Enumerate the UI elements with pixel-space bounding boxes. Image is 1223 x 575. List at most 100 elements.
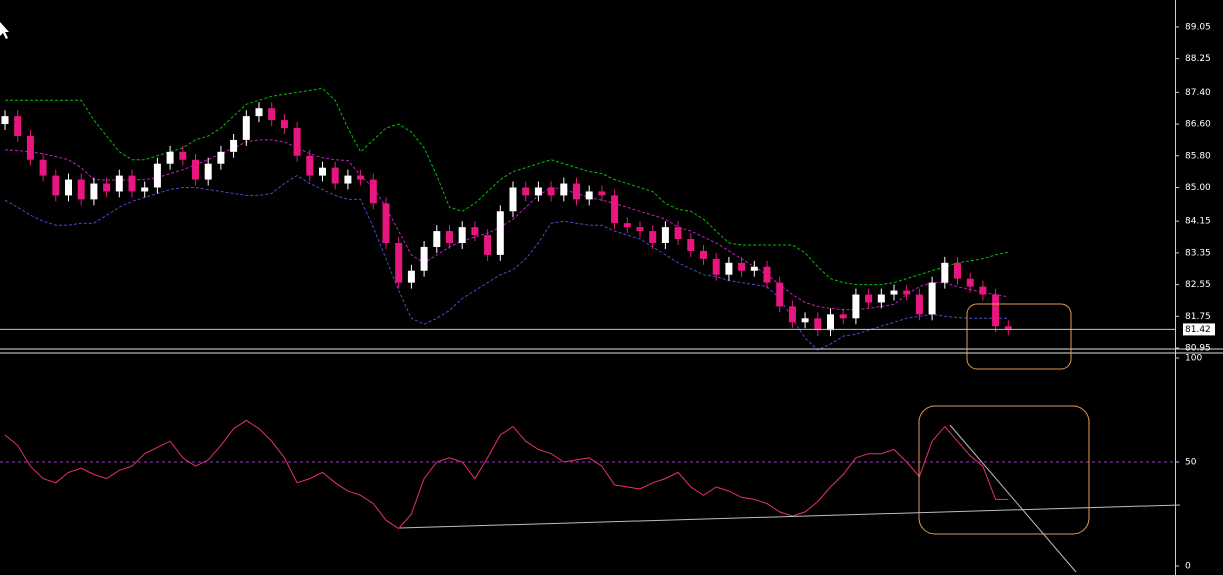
rsi-tick-label: 50 [1185,458,1197,468]
y-tick-label: 81.75 [1185,312,1211,322]
candle-body [204,163,212,180]
candle-body [103,183,111,192]
candle-body [90,183,98,200]
y-tick-label: 83.35 [1185,248,1211,258]
trendline [949,424,1077,573]
candle-body [407,270,415,283]
candle-body [433,231,441,247]
y-tick-label: 85.80 [1185,151,1211,161]
candle-body [776,282,784,307]
candle-body [382,203,390,243]
candle-body [458,227,466,243]
y-tick-label: 84.15 [1185,217,1211,227]
candle-body [166,151,174,164]
candle-body [954,262,961,279]
rsi-line [4,419,1009,530]
last-price-label: 81.42 [1185,325,1211,335]
last-price-box [1183,323,1215,336]
candle-body [369,179,377,204]
candle-body [903,290,911,295]
candle-body [788,306,796,323]
candle-body [877,294,885,303]
candle-body [573,183,580,200]
candle-body [357,175,365,180]
candle-body [242,116,250,140]
candle-body [509,187,517,212]
y-tick-label: 80.95 [1185,344,1211,354]
bollinger-band [4,139,1009,311]
candle-body [115,175,123,192]
candle-body [890,290,898,295]
candle-body [446,231,453,243]
candle-body [839,314,847,319]
candle-body [534,187,542,196]
candle-body [280,120,288,129]
candle-body [915,294,923,315]
candle-body [750,266,758,271]
candle-body [471,227,479,236]
candle-body [268,108,276,121]
candle-body [738,262,746,271]
y-tick-label: 87.40 [1185,88,1211,98]
rsi-tick-label: 100 [1185,354,1202,364]
plot [0,87,1175,530]
candle-body [153,163,161,188]
rsi-tick-label: 0 [1185,562,1191,572]
candle-body [560,183,568,196]
candle-body [319,167,326,176]
candle-body [585,191,593,200]
candle-body [179,151,187,160]
candle-body [128,175,136,192]
candle-body [217,151,225,164]
candle-body [77,179,85,200]
candle-body [725,262,733,275]
highlight-box [966,303,1072,370]
candle-body [674,227,682,240]
candle-body [306,155,314,176]
y-tick-label: 85.00 [1185,183,1211,193]
candle-body [26,135,34,160]
candle-body [484,235,492,255]
candle-body [547,187,555,196]
candle-body [420,246,428,271]
candle-body [65,179,72,196]
bollinger-band [5,87,1009,286]
candle-body [979,286,987,295]
candle-body [687,239,695,251]
candle-body [141,187,149,192]
candle-body [649,231,657,243]
candle-body [395,242,403,283]
candle-body [661,227,669,243]
candle-body [928,282,936,315]
candle-body [1004,326,1012,330]
y-tick-label: 86.60 [1185,120,1211,130]
highlight-box [918,405,1090,535]
y-tick-label: 82.55 [1185,280,1211,290]
candle-body [496,211,504,255]
candle-body [636,227,644,232]
candle-body [712,258,720,275]
candle-body [1,116,9,125]
candle-body [331,167,339,184]
candle-body [966,278,974,287]
candle-body [192,159,199,180]
candle-body [814,318,822,331]
candle-body [623,223,631,228]
y-tick-label: 88.25 [1185,54,1211,64]
candle-body [39,159,47,176]
candle-body [522,187,530,196]
candle-body [801,318,809,323]
y-tick-label: 89.05 [1185,22,1211,32]
candle-body [52,175,60,196]
candle-body [230,139,238,152]
cursor [0,22,9,39]
candle-body [941,262,949,283]
candle-body [852,294,860,319]
candle-body [865,294,873,303]
candle-body [763,266,771,283]
bollinger-band [4,175,1009,351]
candle-body [293,128,301,156]
candle-body [14,116,22,136]
